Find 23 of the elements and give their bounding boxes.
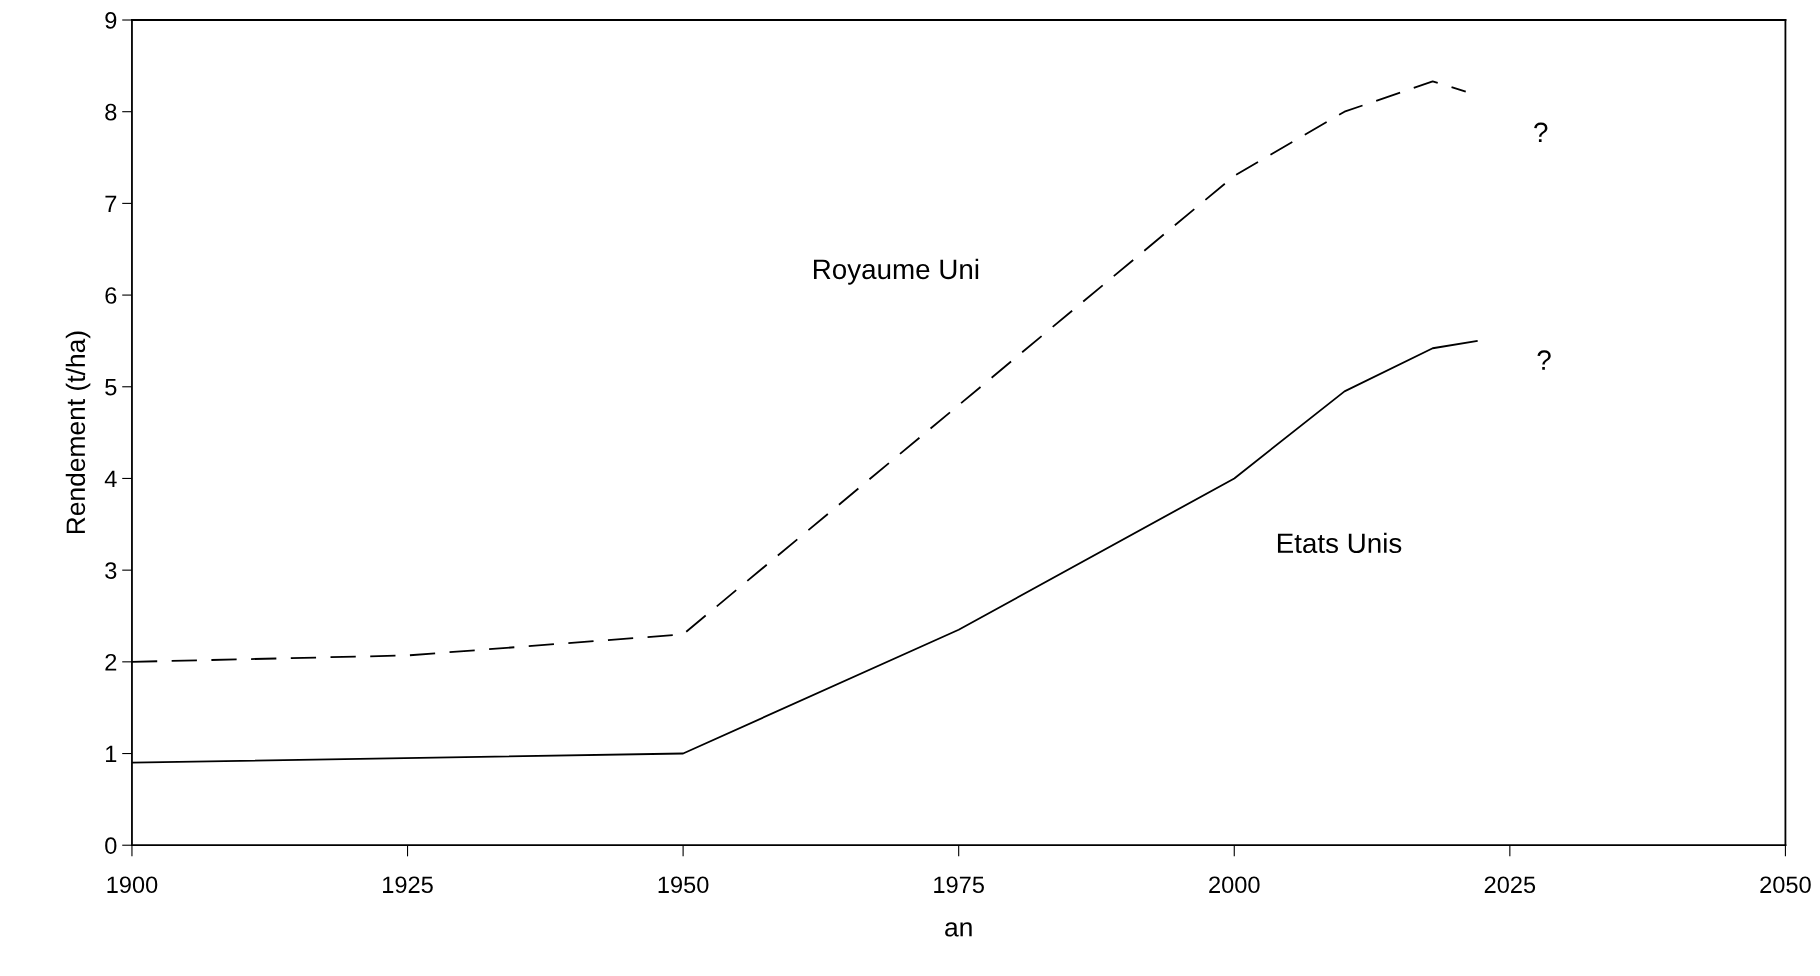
y-tick-label: 0 — [105, 837, 117, 854]
x-tick-label: 2000 — [1209, 876, 1260, 894]
y-axis-title: Rendement (t/ha) — [65, 331, 91, 534]
y-tick-label: 2 — [105, 653, 117, 671]
y-tick-label: 1 — [106, 745, 117, 763]
y-tick-label: 6 — [105, 287, 117, 304]
annotation: ? — [1537, 350, 1551, 370]
x-tick-label: 1975 — [934, 876, 984, 894]
text: Royaume Uni — [814, 258, 979, 285]
y-tick-label: 5 — [105, 379, 117, 396]
y-tick-label: 4 — [104, 470, 117, 488]
y-tick-label: 3 — [105, 562, 117, 579]
x-tick-label: 1950 — [658, 876, 709, 894]
x-tick-label: 1925 — [383, 876, 433, 894]
y-tick-label: 7 — [105, 195, 117, 212]
x-tick-label: 2025 — [1484, 876, 1536, 894]
annotation: ? — [1534, 122, 1548, 142]
x-tick-label: 2050 — [1760, 876, 1811, 894]
x-axis-title: an — [945, 922, 972, 937]
y-tick-label: 9 — [105, 12, 117, 29]
text: Etats Unis — [1277, 532, 1402, 554]
x-tick-label: 1900 — [107, 876, 158, 894]
y-tick-label: 8 — [105, 103, 117, 121]
